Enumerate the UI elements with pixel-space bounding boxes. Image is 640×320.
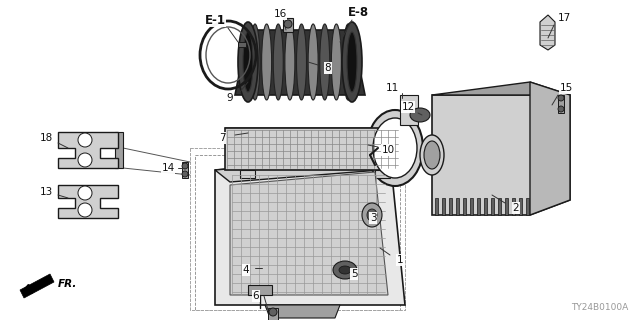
Text: 17: 17 [557,13,571,23]
Text: 4: 4 [243,265,250,275]
Text: 9: 9 [227,93,234,103]
Ellipse shape [269,308,277,316]
Text: 2: 2 [513,203,519,213]
Ellipse shape [284,20,292,28]
Ellipse shape [273,24,284,100]
Ellipse shape [420,135,444,175]
Polygon shape [215,155,405,182]
Ellipse shape [362,203,382,227]
Polygon shape [432,95,570,215]
Ellipse shape [78,133,92,147]
Ellipse shape [332,24,341,100]
Polygon shape [435,198,438,215]
Ellipse shape [367,209,377,221]
Polygon shape [484,198,487,215]
Text: 14: 14 [161,163,175,173]
Polygon shape [540,15,555,50]
Polygon shape [265,305,340,318]
Text: 6: 6 [253,291,259,301]
Text: 7: 7 [219,133,225,143]
Bar [400,95,418,125]
Ellipse shape [558,106,564,112]
Ellipse shape [333,261,357,279]
Ellipse shape [367,110,423,186]
Ellipse shape [342,22,362,102]
Polygon shape [512,198,515,215]
Text: 12: 12 [401,102,415,112]
Polygon shape [477,198,480,215]
Text: 1: 1 [397,255,403,265]
Text: FR.: FR. [58,279,77,289]
Polygon shape [470,198,473,215]
Polygon shape [449,198,452,215]
Polygon shape [456,198,459,215]
Bar [238,42,246,47]
Bar [115,132,123,168]
Text: 8: 8 [324,63,332,73]
Ellipse shape [78,203,92,217]
Bar [182,162,188,178]
Ellipse shape [320,24,330,100]
Ellipse shape [250,24,260,100]
Polygon shape [230,172,388,295]
Polygon shape [491,198,494,215]
Ellipse shape [262,24,271,100]
Polygon shape [505,198,508,215]
Ellipse shape [182,163,188,169]
Bar [283,18,293,32]
Text: 18: 18 [40,133,52,143]
Polygon shape [463,198,466,215]
Polygon shape [400,128,410,178]
Ellipse shape [182,171,188,177]
Ellipse shape [285,24,295,100]
Bar [268,308,278,320]
Polygon shape [526,198,529,215]
Ellipse shape [339,266,351,274]
Ellipse shape [343,24,353,100]
Bar [375,170,390,178]
Bar [195,155,400,310]
Ellipse shape [78,153,92,167]
Polygon shape [58,132,118,168]
Polygon shape [442,198,445,215]
Text: 11: 11 [385,83,399,93]
Bar [240,170,255,178]
Bar [190,148,405,310]
Ellipse shape [558,95,564,101]
Text: E-8: E-8 [348,5,369,19]
Ellipse shape [243,32,253,92]
Bar [225,128,400,170]
Polygon shape [432,82,570,95]
Text: 16: 16 [273,9,287,19]
Ellipse shape [424,141,440,169]
Ellipse shape [373,118,417,178]
Polygon shape [248,285,272,295]
Text: 10: 10 [381,145,395,155]
Polygon shape [58,185,118,218]
Ellipse shape [78,186,92,200]
Polygon shape [20,274,54,298]
Polygon shape [530,82,570,215]
Polygon shape [235,30,365,95]
Text: 5: 5 [351,269,357,279]
Bar [190,148,405,310]
Ellipse shape [296,24,307,100]
Polygon shape [215,155,405,305]
Polygon shape [519,198,522,215]
Polygon shape [498,198,501,215]
Bar [558,95,564,113]
Text: 15: 15 [559,83,573,93]
Text: TY24B0100A: TY24B0100A [571,303,628,312]
Text: E-1: E-1 [205,13,225,27]
Text: 3: 3 [370,213,376,223]
Ellipse shape [410,108,430,122]
Polygon shape [225,128,410,136]
Text: 13: 13 [40,187,52,197]
Ellipse shape [347,32,357,92]
Ellipse shape [308,24,318,100]
Ellipse shape [238,22,258,102]
